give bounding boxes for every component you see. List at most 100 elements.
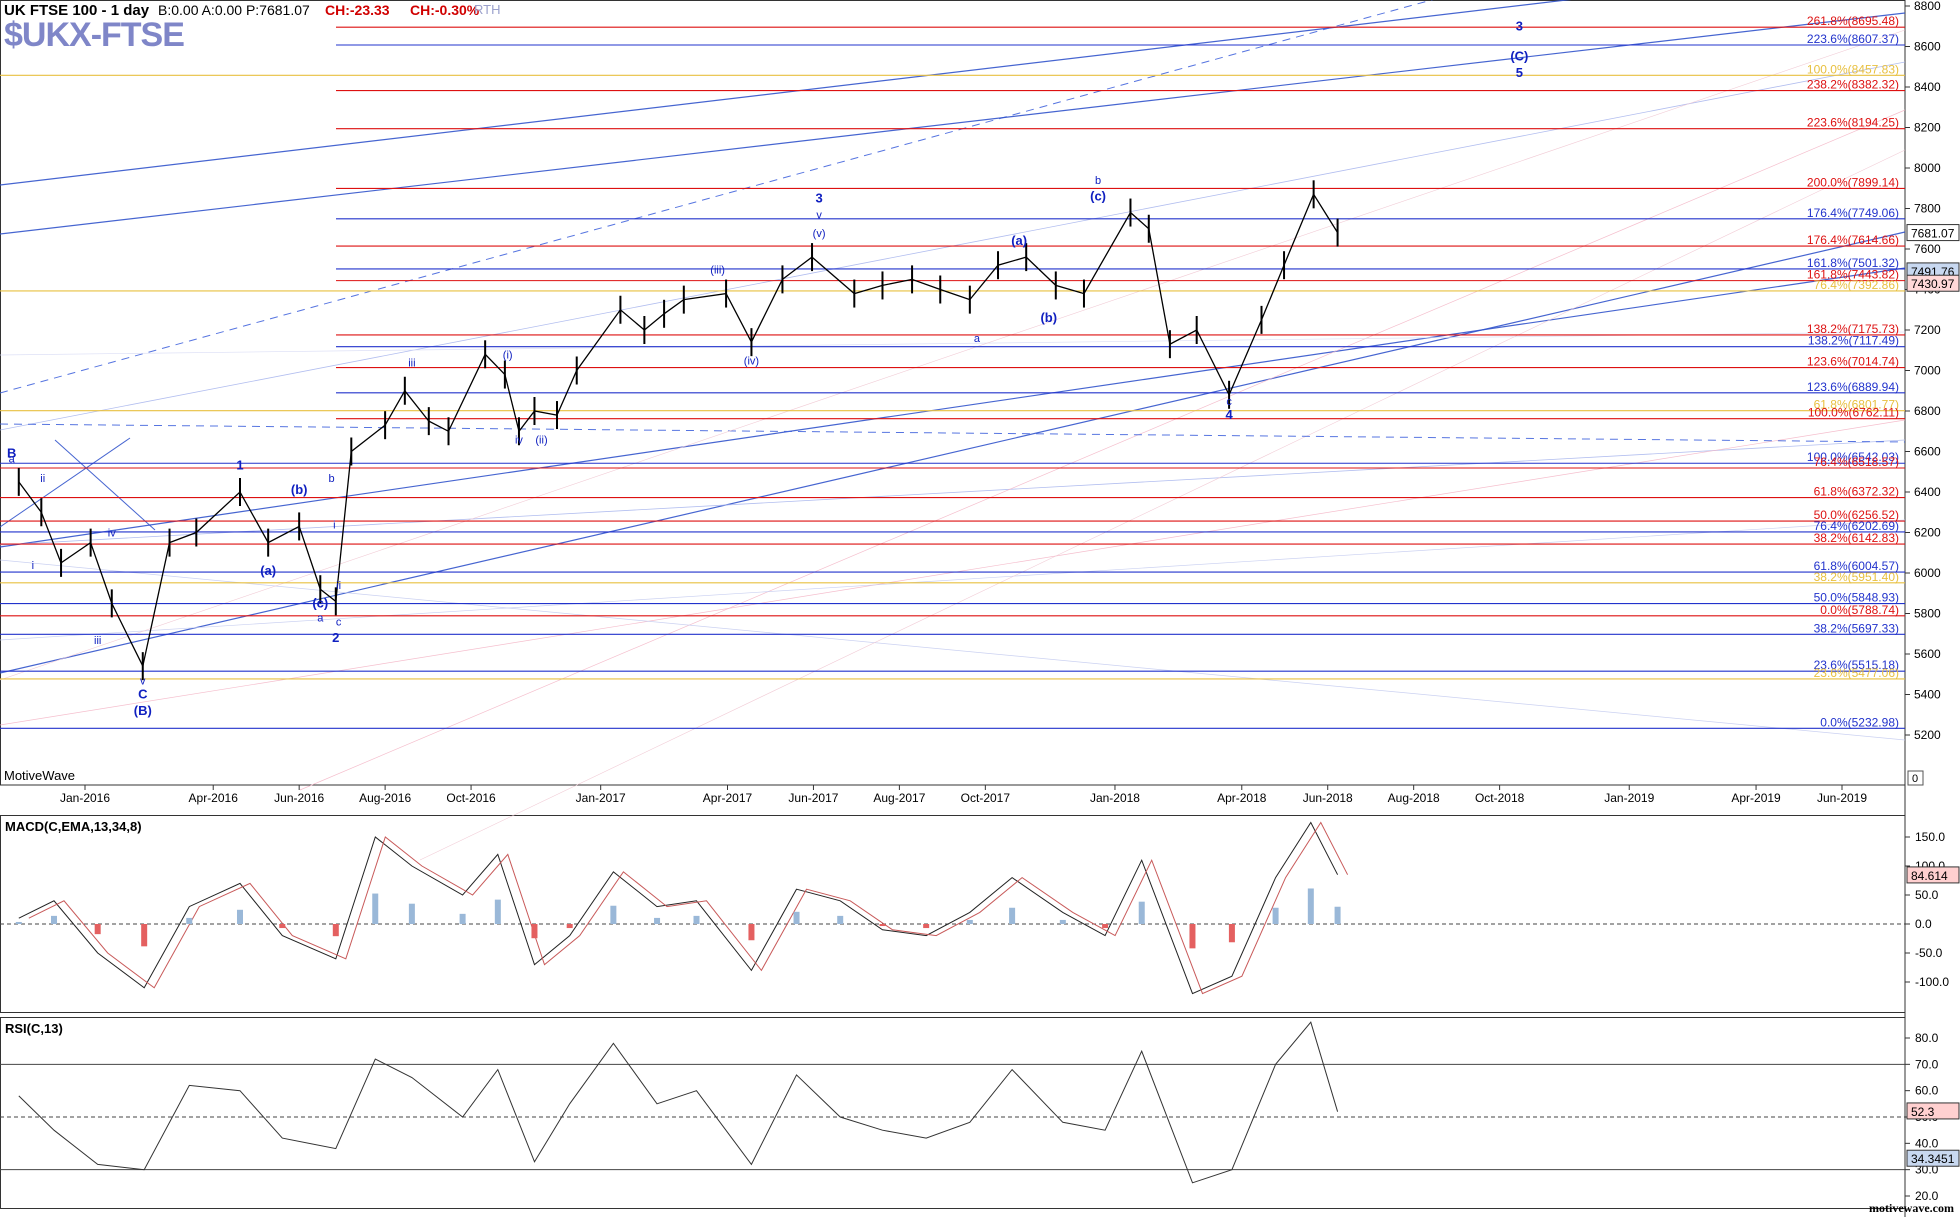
x-tick-label: Oct-2018 — [1475, 791, 1525, 805]
wave-label: iv — [515, 434, 523, 446]
fib-level-label: 138.2%(7175.73) — [1807, 322, 1899, 336]
wave-label: (v) — [813, 228, 826, 240]
macd-histogram-bar — [1272, 907, 1279, 924]
wave-label: v — [140, 675, 146, 687]
macd-line — [18, 821, 1339, 995]
trendline — [0, 439, 1906, 546]
y-tick-label: 7200 — [1914, 323, 1941, 337]
y-tick-label: 8600 — [1914, 40, 1941, 54]
rsi-line — [18, 1021, 1339, 1184]
fib-level-label: 100.0%(6762.11) — [1808, 406, 1899, 420]
trendline — [419, 149, 1906, 861]
rsi-y-tick-label: 70.0 — [1915, 1057, 1939, 1071]
wave-label: v — [816, 210, 822, 222]
macd-histogram-bar — [610, 905, 617, 924]
y-tick-label: 8800 — [1914, 0, 1941, 13]
fibonacci-layer: 238.2%(8891.65)261.8%(8695.48)223.6%(860… — [0, 14, 1905, 729]
wave-label: (a) — [260, 563, 276, 578]
rsi-layer: 80.070.060.050.040.030.020.052.334.3451 — [0, 1021, 1960, 1203]
chart-title: UK FTSE 100 - 1 day — [4, 2, 150, 19]
wave-label: (c) — [1090, 188, 1106, 203]
macd-y-tick-label: 150.0 — [1915, 830, 1945, 844]
x-tick-label: Oct-2017 — [961, 791, 1011, 805]
session-label: RTH — [474, 2, 501, 17]
macd-histogram-bar — [1334, 906, 1341, 924]
zoom-box-label: 0 — [1912, 773, 1918, 785]
macd-histogram-bar — [459, 913, 466, 924]
quote-readout: B:0.00 A:0.00 P:7681.07 — [158, 2, 310, 18]
macd-histogram-bar — [1009, 907, 1016, 924]
trendline — [0, 423, 1906, 443]
fib-level-label: 261.8%(8695.48) — [1807, 14, 1899, 28]
macd-histogram-bar — [748, 924, 755, 941]
macd-histogram-bar — [1189, 924, 1196, 949]
macd-histogram-bar — [531, 924, 538, 939]
wave-label: (ii) — [535, 434, 547, 446]
macd-y-tick-label: 50.0 — [1915, 888, 1939, 902]
symbol-label: $UKX-FTSE — [4, 16, 185, 54]
wave-label: B — [7, 446, 16, 461]
rsi-y-tick-label: 40.0 — [1915, 1136, 1939, 1150]
y-tick-label: 8200 — [1914, 121, 1941, 135]
grid-layer — [0, 0, 1906, 1217]
price-box — [1906, 224, 1960, 242]
wave-label: ii — [336, 580, 341, 592]
wave-label-layer: BaiiiiviiivC(B)1(a)(b)(c)abicii2iii(i)iv… — [7, 18, 1528, 717]
y-tick-label: 5400 — [1914, 688, 1941, 702]
y-tick-label: 6800 — [1914, 404, 1941, 418]
fib-level-label: 161.8%(7443.82) — [1807, 268, 1899, 282]
macd-histogram-bar — [236, 909, 243, 924]
macd-histogram-bar — [693, 915, 700, 924]
wave-label: iii — [94, 635, 101, 647]
price-box — [1906, 274, 1960, 292]
macd-value-label: 84.614 — [1911, 869, 1948, 883]
change-readout: CH:-23.33 — [325, 2, 390, 18]
macd-histogram-bar — [1102, 924, 1109, 929]
wave-label: i — [32, 560, 34, 572]
x-tick-label: Jun-2016 — [274, 791, 324, 805]
fib-level-label: 76.4%(6202.69) — [1814, 519, 1899, 533]
zoom-box — [1907, 770, 1924, 786]
wave-label: 5 — [1516, 65, 1523, 80]
macd-histogram-bar — [923, 924, 930, 929]
trendline — [0, 559, 1906, 741]
macd-histogram-bar — [1307, 888, 1314, 924]
change-percent-readout: CH:-0.30% — [410, 2, 480, 18]
price-box-label: 7430.97 — [1911, 277, 1955, 291]
x-tick-label: Jan-2019 — [1604, 791, 1654, 805]
price-series-layer — [17, 180, 1339, 681]
y-tick-label: 7800 — [1914, 202, 1941, 216]
wave-label: (C) — [1510, 49, 1528, 64]
wave-label: (iv) — [744, 355, 759, 367]
fib-level-label: 176.4%(7749.06) — [1807, 206, 1899, 220]
wave-label: (iii) — [710, 264, 725, 276]
fib-level-label: 50.0%(5848.93) — [1814, 591, 1899, 605]
x-tick-label: Apr-2017 — [703, 791, 753, 805]
x-tick-label: Aug-2016 — [359, 791, 411, 805]
x-tick-label: Jun-2019 — [1817, 791, 1867, 805]
y-tick-label: 5600 — [1914, 647, 1941, 661]
y-tick-label: 6000 — [1914, 566, 1941, 580]
wave-label: a — [974, 333, 981, 345]
wave-label: 2 — [332, 630, 339, 645]
fib-level-label: 76.4%(6518.57) — [1814, 455, 1899, 469]
x-tick-label: Jun-2017 — [788, 791, 838, 805]
fib-level-label: 61.8%(6004.57) — [1814, 559, 1899, 573]
fib-level-label: 38.2%(5951.40) — [1814, 570, 1899, 584]
macd-histogram-bar — [494, 899, 501, 924]
fib-level-label: 161.8%(7501.32) — [1807, 256, 1899, 270]
rsi-y-tick-label: 60.0 — [1915, 1084, 1939, 1098]
wave-label: (B) — [134, 703, 152, 718]
fib-level-label: 50.0%(6256.52) — [1814, 508, 1899, 522]
y-tick-label: 5800 — [1914, 607, 1941, 621]
macd-histogram-bar — [15, 921, 22, 924]
rsi-panel-frame — [0, 1017, 1906, 1209]
macd-histogram-bar — [837, 915, 844, 924]
trendline — [0, 231, 1906, 674]
rsi-y-tick-label: 80.0 — [1915, 1031, 1939, 1045]
macd-histogram-bar — [279, 924, 286, 929]
macd-histogram-bar — [186, 917, 193, 924]
y-tick-label: 6200 — [1914, 526, 1941, 540]
